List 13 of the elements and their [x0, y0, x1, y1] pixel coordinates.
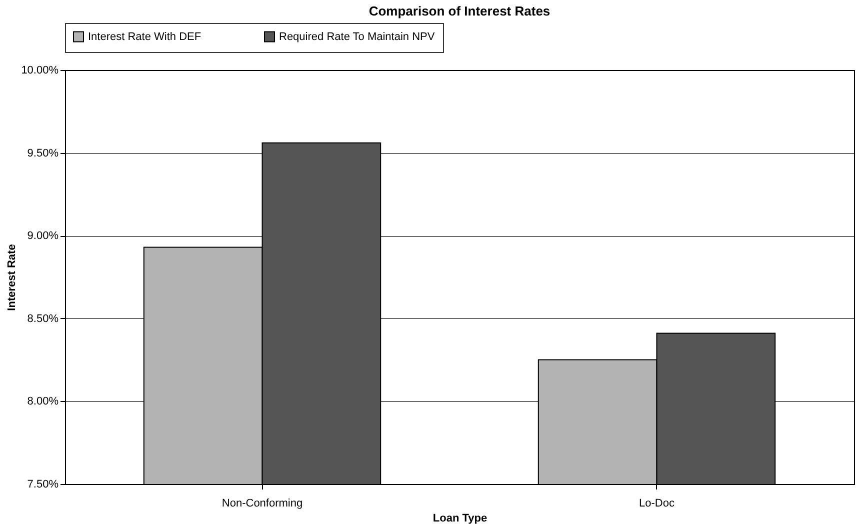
y-axis-title: Interest Rate [6, 244, 18, 311]
y-tick-label: 8.50% [27, 312, 59, 325]
legend-label: Required Rate To Maintain NPV [279, 30, 436, 43]
y-tick-label: 10.00% [21, 64, 59, 76]
x-axis-title: Loan Type [432, 512, 488, 524]
y-tick-label: 9.00% [27, 230, 59, 242]
y-tick-label: 7.50% [27, 478, 59, 490]
legend-label: Interest Rate With DEF [88, 30, 202, 43]
y-tick-label: 9.50% [27, 147, 59, 160]
y-tick-label: 8.00% [27, 396, 59, 408]
x-tick-label: Lo-Doc [639, 498, 675, 510]
x-tick-label: Non-Conforming [222, 498, 303, 510]
chart-title: Comparison of Interest Rates [368, 4, 550, 18]
